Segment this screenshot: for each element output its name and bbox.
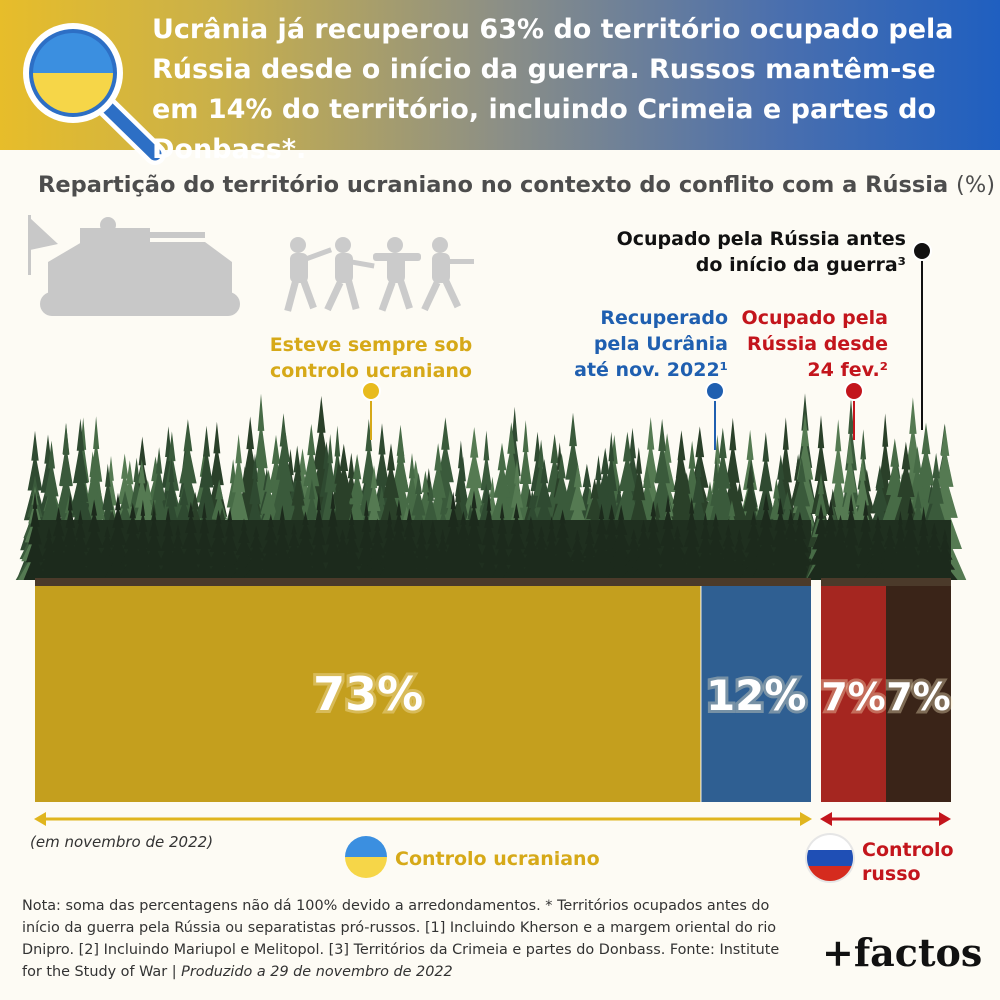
- ukraine-flag-icon: [345, 836, 387, 878]
- callout-line: pela Ucrânia: [593, 333, 728, 355]
- callout-occupied-since-feb: Ocupado pela Rússia desde 24 fev.²: [730, 305, 888, 383]
- ground-strip-left: [35, 578, 811, 586]
- callout-line: Esteve sempre sob: [269, 334, 473, 356]
- tank-silhouette-icon: [28, 215, 240, 316]
- magnifier-ukraine-flag-icon: [23, 23, 166, 165]
- footnote-text: Nota: soma das percentagens não dá 100% …: [22, 898, 780, 980]
- pine-tree-icon: [165, 524, 191, 580]
- header-banner: Ucrânia já recuperou 63% do território o…: [0, 0, 1000, 165]
- pine-tree-icon: [547, 509, 579, 580]
- bar-value-label: 7%: [886, 675, 951, 719]
- callout-recovered: Recuperado pela Ucrânia até nov. 2022¹: [560, 305, 728, 383]
- callout-occupied-before: Ocupado pela Rússia antes do início da g…: [600, 226, 906, 278]
- date-note: (em novembro de 2022): [30, 833, 214, 851]
- soldiers-silhouette-icon: [284, 237, 474, 312]
- pine-tree-icon: [307, 492, 330, 580]
- brand-logo: +factos: [822, 930, 983, 975]
- russia-flag-icon: [805, 833, 855, 883]
- legend-russia-label: Controlo russo: [862, 838, 954, 886]
- forest-illustration: [15, 393, 967, 580]
- ground-strip-right: [821, 578, 951, 586]
- pine-tree-icon: [932, 529, 958, 580]
- chart-title: Repartição do território ucraniano no co…: [38, 172, 995, 198]
- pine-tree-icon: [289, 511, 322, 580]
- callout-line: controlo ucraniano: [270, 360, 472, 382]
- bar-value-label: 73%: [313, 667, 423, 721]
- pine-tree-icon: [477, 493, 501, 580]
- callout-line: Ocupado pela: [741, 307, 888, 329]
- callout-line: 24 fev.²: [807, 359, 888, 381]
- pine-tree-icon: [784, 511, 816, 580]
- pine-tree-icon: [577, 520, 602, 580]
- pine-tree-icon: [23, 491, 47, 580]
- headline: Ucrânia já recuperou 63% do território o…: [152, 14, 954, 165]
- callout-line: Ocupado pela Rússia antes: [616, 228, 906, 250]
- pine-tree-icon: [606, 504, 637, 580]
- bar-segment: [701, 586, 811, 802]
- footnote-produced: Produzido a 29 de novembro de 2022: [181, 964, 453, 980]
- pine-tree-icon: [661, 525, 693, 580]
- callout-line: Recuperado: [600, 307, 728, 329]
- pine-tree-icon: [839, 493, 864, 580]
- pine-tree-icon: [678, 497, 705, 580]
- callout-line: até nov. 2022¹: [574, 359, 728, 381]
- callout-line: Rússia desde: [746, 333, 888, 355]
- chart-title-text: Repartição do território ucraniano no co…: [38, 172, 949, 198]
- pine-tree-icon: [460, 490, 488, 580]
- pine-tree-icon: [218, 507, 242, 580]
- legend-russia-line: russo: [862, 863, 921, 885]
- bar-segment: [821, 586, 886, 802]
- pine-tree-icon: [79, 499, 110, 580]
- legend-ukraine-label: Controlo ucraniano: [395, 848, 600, 870]
- callout-pins: [361, 241, 932, 450]
- pine-tree-icon: [727, 529, 752, 580]
- bar-group: 73% 12% 7% 7%: [35, 586, 954, 802]
- ukraine-bracket-arrow: [34, 812, 812, 826]
- legend-russia-line: Controlo: [862, 839, 954, 861]
- bar-value-label: 12%: [706, 671, 807, 720]
- callout-line: do início da guerra³: [695, 254, 906, 276]
- bar-segment: [886, 586, 951, 802]
- footnote: Nota: soma das percentagens não dá 100% …: [22, 895, 797, 983]
- bar-value-label: 7%: [821, 675, 886, 719]
- callout-always-ukraine: Esteve sempre sob controlo ucraniano: [246, 332, 496, 384]
- russia-bracket-arrow: [820, 812, 951, 826]
- bar-segment: [35, 586, 701, 802]
- chart-title-unit: (%): [956, 172, 995, 198]
